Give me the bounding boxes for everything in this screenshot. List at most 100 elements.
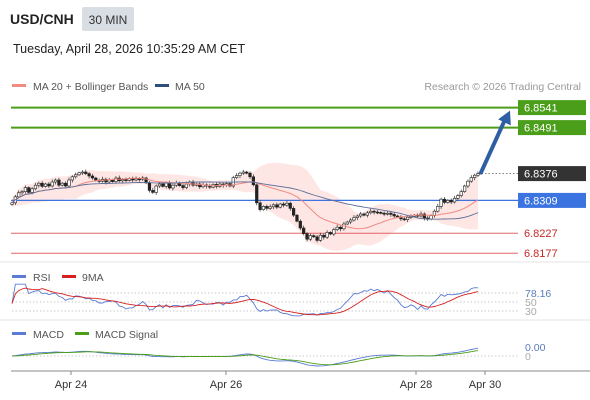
candle (389, 211, 393, 217)
candle (302, 225, 306, 236)
candle (328, 231, 333, 236)
macd-signal-legend-label: MACD Signal (95, 329, 158, 341)
candle (57, 177, 61, 188)
source-credit: Research © 2026 Trading Central (424, 81, 581, 93)
resistance-label-1: 6.8541 (524, 103, 558, 115)
candle (40, 181, 44, 189)
candle (385, 210, 390, 216)
candle (379, 211, 383, 215)
x-axis: Apr 24 Apr 26 Apr 28 Apr 30 (55, 371, 501, 391)
candle (275, 202, 279, 210)
candle (261, 205, 266, 211)
candle (338, 225, 343, 232)
candle (375, 209, 380, 215)
candle (369, 208, 373, 215)
candle (245, 170, 249, 175)
candle (90, 173, 95, 180)
candle (33, 182, 38, 191)
candle (308, 233, 312, 242)
candle (359, 211, 363, 218)
forecast-arrow-head (498, 110, 511, 126)
candle (288, 201, 292, 211)
candle (154, 184, 158, 195)
rsi-level-30-label: 30 (525, 306, 537, 318)
macd-signal-line (11, 350, 479, 366)
price-levels (11, 106, 518, 254)
candle (335, 224, 339, 232)
candle (161, 182, 165, 188)
candle (352, 215, 356, 222)
candle (144, 176, 148, 184)
candle (53, 178, 58, 185)
candle (402, 216, 406, 222)
candle (298, 219, 302, 231)
macd-zero-label: 0 (525, 351, 531, 363)
candle (312, 234, 316, 238)
candle (405, 215, 410, 223)
x-tick-label: Apr 30 (469, 379, 501, 391)
candle (462, 184, 467, 193)
candle (134, 176, 138, 182)
candle (332, 227, 336, 237)
rsi-level-50-label: 50 (525, 297, 537, 309)
candle (23, 185, 28, 194)
ma20-legend-swatch (12, 84, 26, 87)
candle (20, 190, 24, 196)
candle (466, 179, 470, 189)
candle (67, 177, 71, 188)
candle (74, 172, 78, 179)
candle (322, 233, 326, 240)
candle (281, 202, 286, 208)
macd-line (11, 347, 479, 367)
timeframe-badge-bg (82, 7, 134, 31)
x-tick-label: Apr 26 (210, 379, 242, 391)
candle (473, 173, 477, 181)
rsi-pane: RSI 9MA 78.16 50 30 (11, 272, 551, 318)
candle (70, 175, 74, 183)
resistance-label-box-2 (518, 120, 586, 136)
candle (439, 197, 443, 209)
candle (60, 182, 64, 187)
candle (285, 200, 289, 207)
pivot-label: 6.8309 (524, 195, 558, 207)
candle (124, 177, 128, 183)
pivot-label-box (518, 192, 586, 208)
candle (50, 179, 54, 188)
x-tick-label: Apr 24 (55, 379, 87, 391)
ma50-legend-label: MA 50 (175, 81, 205, 93)
macd-legend-label: MACD (33, 329, 64, 341)
candle (349, 218, 353, 225)
candle (241, 169, 245, 176)
candle (295, 214, 299, 223)
candle (198, 182, 202, 189)
rsi-ma-line (11, 287, 479, 316)
candle (43, 182, 48, 188)
candle (255, 183, 259, 206)
ma20-legend-label: MA 20 + Bollinger Bands (33, 81, 148, 93)
timeframe-badge[interactable]: 30 MIN (89, 13, 128, 27)
candle (37, 181, 41, 188)
bollinger-band (12, 162, 478, 251)
candle (446, 199, 450, 204)
candle (181, 183, 185, 190)
ma50-line (11, 181, 479, 220)
candle (80, 170, 85, 175)
candle (27, 186, 31, 194)
ma50-legend-swatch (155, 84, 169, 87)
candle (456, 194, 460, 201)
candle (258, 200, 262, 212)
candle (318, 232, 323, 242)
candle (372, 209, 376, 215)
ma20-line (11, 177, 479, 230)
candle (251, 174, 255, 187)
forecast-arrow-shaft (479, 117, 507, 175)
level-labels: 6.8541 6.8491 6.8227 6.8177 6.8309 6.8376 (518, 100, 586, 260)
macd-pane: MACD MACD Signal 0.00 0 (11, 329, 546, 367)
resistance-label-2: 6.8491 (524, 123, 558, 135)
candle (171, 183, 175, 191)
candle (84, 169, 88, 176)
candle (278, 202, 282, 209)
candle (47, 182, 51, 189)
candle (355, 214, 359, 221)
